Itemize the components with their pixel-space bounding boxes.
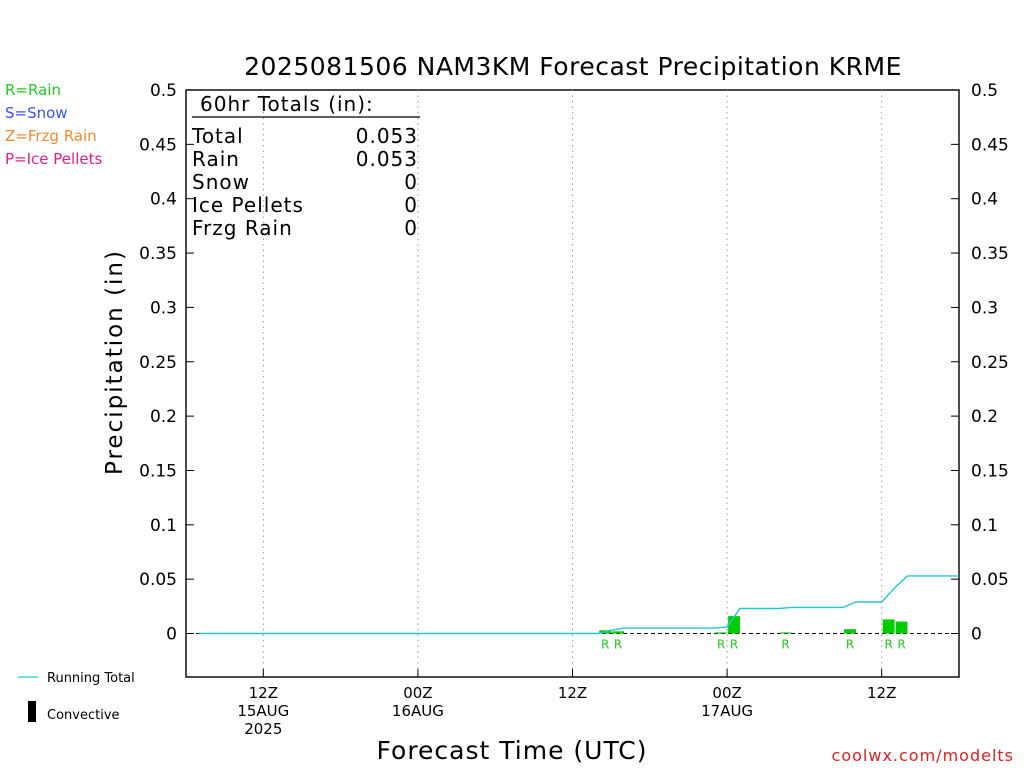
rain-bar [895,621,908,634]
y-tick-label: 0.45 [139,135,177,155]
chart-title: 2025081506 NAM3KM Forecast Precipitation… [244,52,902,81]
y-tick-label: 0.3 [150,298,177,318]
rain-marker: R [614,638,622,652]
y-tick-label-right: 0 [971,625,982,645]
totals-row-label: Ice Pellets [192,193,304,217]
rain-marker: R [601,638,609,652]
totals-row-value: 0 [404,216,418,240]
y-tick-label-right: 0.25 [971,353,1009,373]
y-tick-label: 0.1 [150,516,177,536]
rain-marker: R [781,638,789,652]
type-legend-item: S=Snow [5,104,68,122]
totals-row-value: 0 [404,170,418,194]
running-total-path [198,575,959,635]
x-tick-label: 12Z [558,684,587,702]
type-legend-item: P=Ice Pellets [5,150,102,168]
y-tick-label-right: 0.5 [971,81,998,101]
y-tick-label: 0.2 [150,407,177,427]
totals-heading: 60hr Totals (in): [200,92,374,116]
y-tick-label: 0.4 [150,190,177,210]
rain-bar [882,619,895,634]
rain-bar [844,629,856,634]
y-tick-label-right: 0.4 [971,190,998,210]
rain-marker: R [717,638,725,652]
totals-box: 60hr Totals (in): Total 0.053 Rain 0.053 Snow… [191,92,420,240]
totals-row-value: 0.053 [356,147,418,171]
y-tick-label-right: 0.1 [971,516,998,536]
x-tick-label: 16AUG [392,702,444,720]
x-tick-label: 12Z [249,684,278,702]
x-tick-label: 12Z [867,684,896,702]
rain-bar [728,616,740,634]
running-total-line [198,575,959,635]
bottom-legend: Running Total Convective [18,671,135,723]
type-legend: R=Rain S=Snow Z=Frzg Rain P=Ice Pellets [5,81,102,168]
y-tick-label-right: 0.35 [971,244,1009,264]
grid-lines [262,90,883,677]
y-tick-label-right: 0.3 [971,298,998,318]
y-tick-label-right: 0.2 [971,407,998,427]
y-tick-label: 0.35 [139,244,177,264]
totals-row-label: Snow [192,170,250,194]
y-tick-label: 0.05 [139,570,177,590]
convective-label: Convective [47,708,120,723]
type-legend-item: Z=Frzg Rain [5,127,97,145]
convective-swatch [28,701,36,722]
totals-row-label: Rain [192,147,240,171]
y-axis-label: Precipitation (in) [102,249,128,475]
y-tick-label: 0.25 [139,353,177,373]
rain-marker: R [730,638,738,652]
x-tick-label: 00Z [403,684,432,702]
rain-bars [599,616,908,634]
credit-text: coolwx.com/modelts [832,746,1014,765]
type-legend-item: R=Rain [5,81,61,99]
y-axis-left: 0 0.05 0.1 0.15 0.2 0.25 0.3 0.35 0.4 0.45 0.5 [139,81,194,645]
y-tick-label-right: 0.15 [971,461,1009,481]
totals-row-label: Total [191,124,244,148]
rain-marker: R [897,638,905,652]
y-tick-label: 0.5 [150,81,177,101]
running-total-label: Running Total [47,671,135,686]
rain-bar [779,632,792,634]
y-axis-right: 0 0.05 0.1 0.15 0.2 0.25 0.3 0.35 0.4 0.45 0.5 [951,81,1009,645]
totals-row-label: Frzg Rain [192,216,293,240]
rain-bar [612,631,625,634]
x-tick-label: 17AUG [701,702,753,720]
totals-row-value: 0.053 [356,124,418,148]
x-axis-label: Forecast Time (UTC) [377,736,648,765]
totals-row-value: 0 [404,193,418,217]
y-tick-label: 0.15 [139,461,177,481]
rain-marker: R [846,638,854,652]
y-tick-label: 0 [166,625,177,645]
y-tick-label-right: 0.45 [971,135,1009,155]
x-tick-label: 2025 [244,720,282,738]
x-tick-label: 15AUG [237,702,289,720]
x-tick-label: 00Z [712,684,741,702]
rain-marker: R [884,638,892,652]
rain-bar [715,632,728,634]
y-tick-label-right: 0.05 [971,570,1009,590]
